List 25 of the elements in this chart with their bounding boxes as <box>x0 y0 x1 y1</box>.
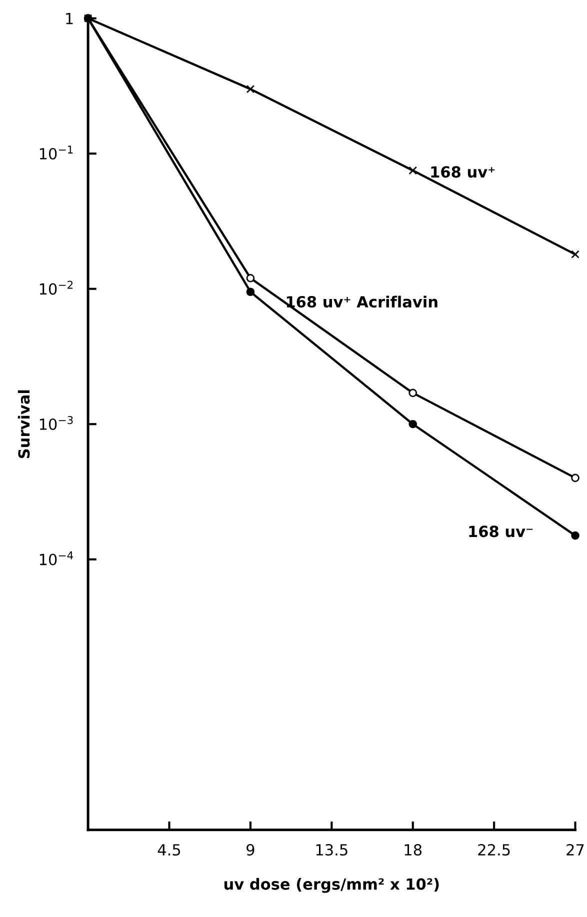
x-axis-title: uv dose (ergs/mm² x 10²) <box>224 878 439 893</box>
y-tick-label: 10$^{−4}$ <box>40 551 74 566</box>
x-tick-label: 4.5 <box>158 844 180 856</box>
point <box>571 474 580 482</box>
y-tick-label: 1 <box>66 13 73 24</box>
x-tick-label: 13.5 <box>316 844 348 856</box>
x-tick-label: 27 <box>566 844 584 856</box>
point <box>408 388 418 398</box>
point <box>571 531 580 540</box>
series-label: 168 uv⁺ <box>431 166 495 178</box>
y-tick-label: 10$^{−2}$ <box>40 280 73 295</box>
y-tick-label: 10$^{−1}$ <box>40 146 73 160</box>
y-axis-title: Survival <box>18 390 30 458</box>
point <box>246 274 255 282</box>
point <box>246 288 255 296</box>
x-tick-label: 18 <box>404 844 422 856</box>
point <box>246 84 255 94</box>
point <box>571 250 580 258</box>
x-tick-label: 22.5 <box>478 844 510 856</box>
point <box>408 420 418 428</box>
x-tick-label: 9 <box>246 844 254 856</box>
y-tick-label: 10$^{−3}$ <box>40 416 73 430</box>
series-label: 168 uv⁻ <box>469 526 533 538</box>
series-label: 168 uv⁺ Acriflavin <box>286 296 438 308</box>
point <box>408 166 418 175</box>
